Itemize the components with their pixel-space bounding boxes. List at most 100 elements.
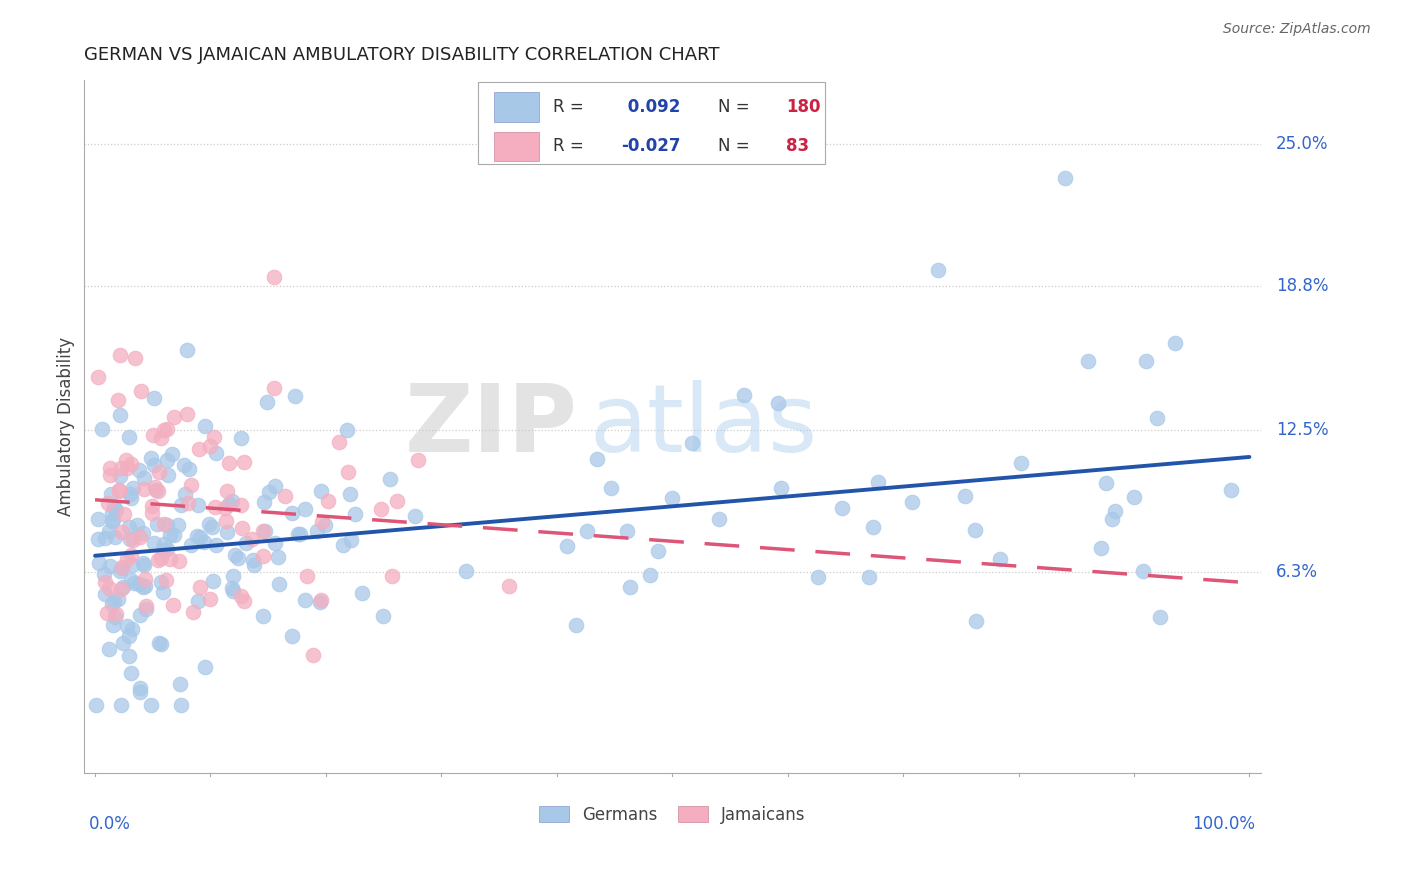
Point <box>128 463 150 477</box>
Point <box>281 506 304 520</box>
Point <box>200 439 222 453</box>
Point <box>118 520 141 534</box>
Point <box>240 532 263 546</box>
Text: R =: R = <box>554 137 583 155</box>
Point <box>132 471 155 485</box>
Point <box>263 479 285 493</box>
Point <box>115 453 138 467</box>
Point <box>118 486 141 500</box>
Point <box>103 594 125 608</box>
Point <box>121 481 143 495</box>
Point <box>121 622 143 636</box>
Point <box>139 451 162 466</box>
Point <box>94 532 117 546</box>
Point <box>145 483 167 498</box>
Point <box>108 468 131 483</box>
Point <box>111 524 134 539</box>
Point <box>152 585 174 599</box>
Point <box>156 541 179 556</box>
Point <box>647 544 669 558</box>
Point <box>217 483 239 498</box>
Point <box>1077 354 1099 368</box>
Point <box>173 486 195 500</box>
Point <box>311 515 333 529</box>
Text: 6.3%: 6.3% <box>1277 563 1319 581</box>
Point <box>600 481 623 495</box>
Point <box>110 582 132 597</box>
Point <box>150 637 173 651</box>
Point <box>807 569 830 583</box>
Point <box>124 576 146 591</box>
Point <box>314 518 336 533</box>
Point <box>179 462 201 476</box>
Point <box>120 573 142 587</box>
Point <box>176 407 198 421</box>
Point <box>135 602 157 616</box>
Point <box>302 648 325 662</box>
Point <box>187 442 209 457</box>
Point <box>105 607 128 622</box>
Point <box>222 583 245 598</box>
Point <box>115 461 138 475</box>
Point <box>336 423 359 437</box>
Point <box>87 556 110 570</box>
Point <box>295 569 318 583</box>
Point <box>254 524 277 539</box>
Point <box>565 617 588 632</box>
Point <box>340 533 363 548</box>
Text: N =: N = <box>718 137 749 155</box>
Point <box>309 483 332 498</box>
Point <box>264 535 287 549</box>
Point <box>129 681 152 696</box>
Point <box>134 578 156 592</box>
Point <box>204 500 226 515</box>
Point <box>281 629 304 643</box>
Point <box>156 453 179 467</box>
Point <box>1146 411 1168 425</box>
Point <box>110 461 132 475</box>
Point <box>343 507 366 521</box>
Point <box>107 483 129 498</box>
Point <box>198 516 221 531</box>
Point <box>169 677 191 691</box>
Point <box>640 568 662 582</box>
Point <box>406 452 429 467</box>
Point <box>141 499 163 513</box>
Point <box>155 573 177 587</box>
Point <box>153 517 176 532</box>
Point <box>404 508 426 523</box>
Point <box>94 587 117 601</box>
Point <box>149 574 172 589</box>
Point <box>831 500 853 515</box>
Point <box>103 500 125 514</box>
Point <box>263 381 285 395</box>
Point <box>181 605 204 619</box>
Point <box>284 389 307 403</box>
Point <box>129 607 152 622</box>
Point <box>97 642 120 657</box>
Point <box>222 569 245 583</box>
Point <box>132 580 155 594</box>
Point <box>378 472 401 486</box>
Point <box>252 549 274 563</box>
Point <box>135 599 157 614</box>
Point <box>177 496 200 510</box>
Text: 0.0%: 0.0% <box>90 814 131 833</box>
Bar <box>495 93 538 121</box>
Point <box>242 553 264 567</box>
Point <box>1090 541 1112 555</box>
Point <box>118 430 141 444</box>
Point <box>101 597 124 611</box>
Point <box>193 419 215 434</box>
Point <box>194 660 217 674</box>
Point <box>128 577 150 591</box>
Point <box>1122 490 1144 504</box>
Point <box>143 391 166 405</box>
Point <box>156 422 179 436</box>
Point <box>1220 483 1243 498</box>
Point <box>202 430 225 444</box>
Point <box>235 536 257 550</box>
Text: GERMAN VS JAMAICAN AMBULATORY DISABILITY CORRELATION CHART: GERMAN VS JAMAICAN AMBULATORY DISABILITY… <box>83 46 718 64</box>
Point <box>661 491 683 505</box>
Point <box>180 478 202 492</box>
